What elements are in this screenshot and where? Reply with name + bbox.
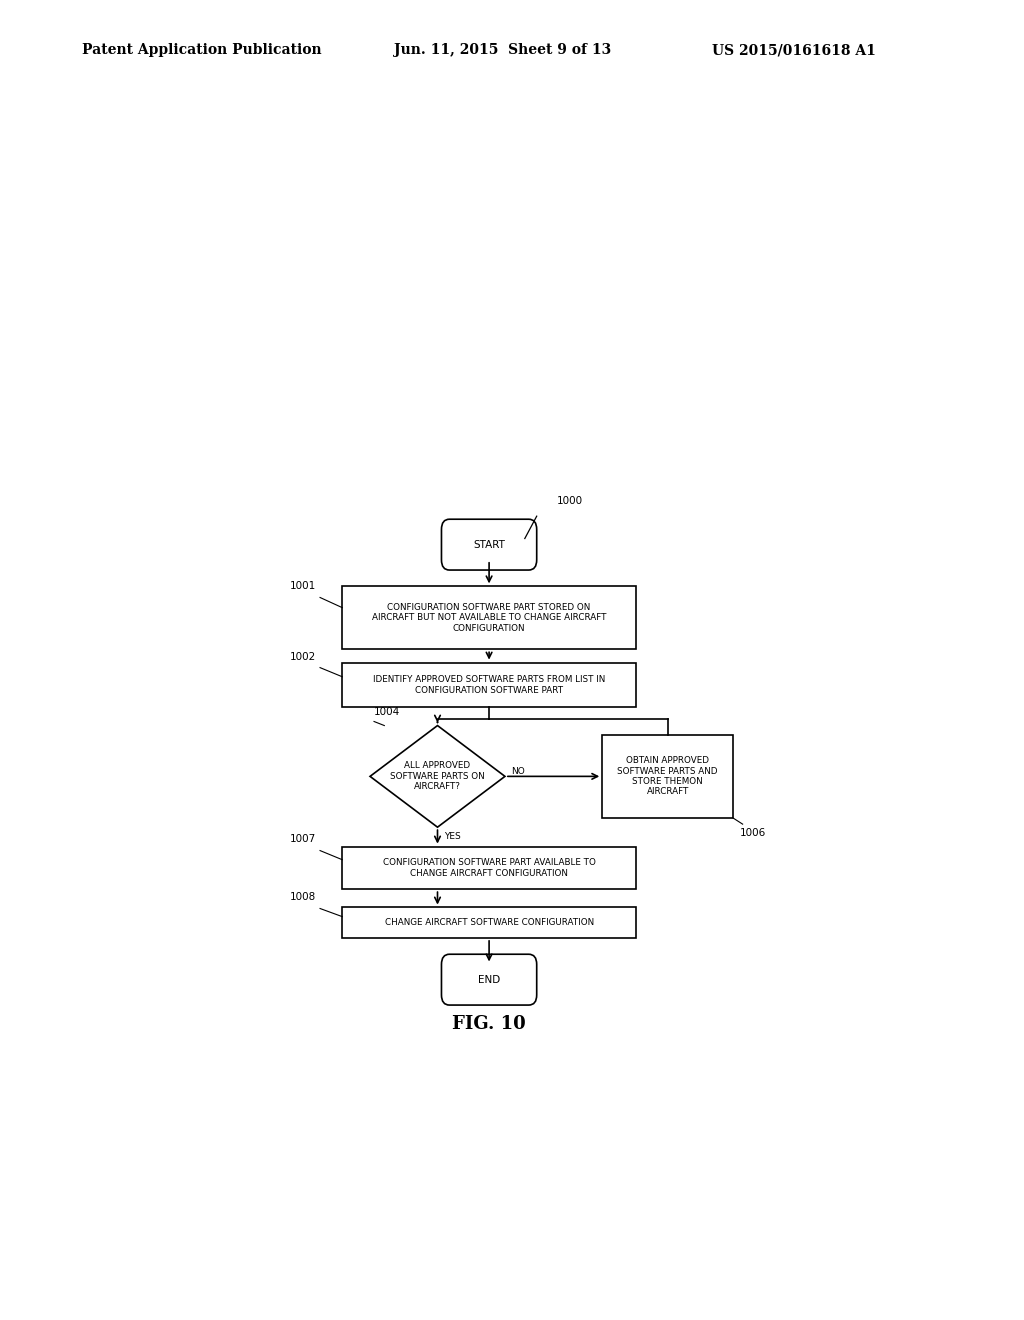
Text: Jun. 11, 2015  Sheet 9 of 13: Jun. 11, 2015 Sheet 9 of 13 (394, 44, 611, 57)
Bar (342, 663, 636, 708)
Text: CONFIGURATION SOFTWARE PART AVAILABLE TO
CHANGE AIRCRAFT CONFIGURATION: CONFIGURATION SOFTWARE PART AVAILABLE TO… (383, 858, 596, 878)
Text: OBTAIN APPROVED
SOFTWARE PARTS AND
STORE THEMON
AIRCRAFT: OBTAIN APPROVED SOFTWARE PARTS AND STORE… (617, 756, 718, 796)
FancyBboxPatch shape (441, 519, 537, 570)
Text: CHANGE AIRCRAFT SOFTWARE CONFIGURATION: CHANGE AIRCRAFT SOFTWARE CONFIGURATION (385, 919, 594, 927)
Text: END: END (478, 974, 500, 985)
Polygon shape (370, 726, 505, 828)
Text: 1006: 1006 (739, 828, 766, 838)
Text: ALL APPROVED
SOFTWARE PARTS ON
AIRCRAFT?: ALL APPROVED SOFTWARE PARTS ON AIRCRAFT? (390, 762, 484, 791)
Text: 1002: 1002 (290, 652, 316, 661)
Text: 1007: 1007 (290, 834, 316, 845)
Text: 1008: 1008 (290, 892, 316, 903)
Text: 1001: 1001 (290, 581, 316, 591)
Text: FIG. 10: FIG. 10 (453, 1015, 526, 1034)
Text: 1004: 1004 (374, 708, 400, 718)
Text: 1000: 1000 (557, 496, 583, 506)
Text: CONFIGURATION SOFTWARE PART STORED ON
AIRCRAFT BUT NOT AVAILABLE TO CHANGE AIRCR: CONFIGURATION SOFTWARE PART STORED ON AI… (372, 603, 606, 632)
Bar (602, 735, 733, 818)
FancyBboxPatch shape (441, 954, 537, 1005)
Text: START: START (473, 540, 505, 549)
Text: IDENTIFY APPROVED SOFTWARE PARTS FROM LIST IN
CONFIGURATION SOFTWARE PART: IDENTIFY APPROVED SOFTWARE PARTS FROM LI… (373, 676, 605, 694)
Bar (342, 846, 636, 890)
Bar (342, 586, 636, 649)
Text: US 2015/0161618 A1: US 2015/0161618 A1 (712, 44, 876, 57)
Text: NO: NO (511, 767, 525, 776)
Text: Patent Application Publication: Patent Application Publication (82, 44, 322, 57)
Bar (342, 907, 636, 939)
Text: YES: YES (443, 833, 461, 841)
